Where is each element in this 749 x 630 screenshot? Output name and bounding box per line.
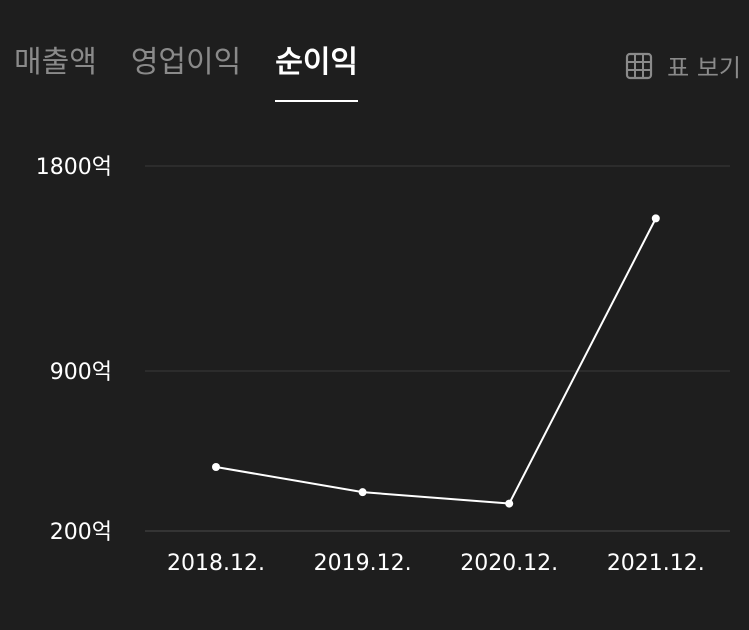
series-line [215,217,657,505]
table-view-button[interactable]: 표 보기 [625,48,741,83]
tab-operating-profit[interactable]: 영업이익 [130,45,242,80]
x-tick-label: 2020.12. [460,551,558,576]
tab-net-income[interactable]: 순이익 [275,40,358,102]
y-tick-label: 1800억 [36,155,112,180]
x-tick-label: 2018.12. [167,551,265,576]
table-view-label: 표 보기 [667,54,741,82]
x-tick-label: 2019.12. [314,551,412,576]
tab-revenue[interactable]: 매출액 [14,45,97,80]
data-point [212,463,220,471]
metric-tabs: 매출액 영업이익 순이익 [14,40,358,104]
data-point [651,214,660,223]
y-tick-label: 200억 [50,520,112,545]
data-point [358,488,367,497]
y-tick-label: 900억 [50,360,112,385]
x-tick-label: 2021.12. [607,551,705,576]
data-point [505,499,514,508]
table-grid-icon [626,52,653,79]
